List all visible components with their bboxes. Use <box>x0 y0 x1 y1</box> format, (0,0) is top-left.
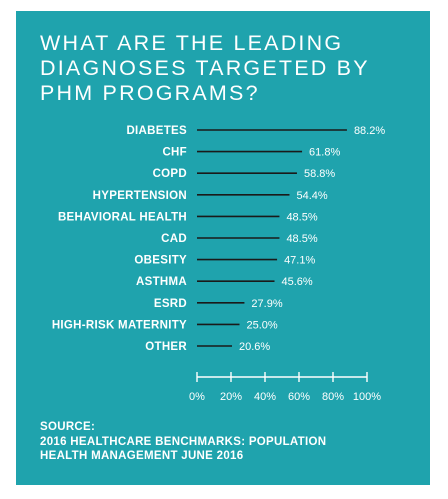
category-label: DIABETES <box>126 125 187 137</box>
category-label: COPD <box>153 168 187 180</box>
source-note: SOURCE: 2016 HEALTHCARE BENCHMARKS: POPU… <box>40 420 420 464</box>
value-label: 47.1% <box>284 255 315 267</box>
x-tick-label: 60% <box>288 391 310 403</box>
category-label: BEHAVIORAL HEALTH <box>58 211 187 223</box>
value-label: 61.8% <box>309 147 340 159</box>
category-label: CAD <box>161 233 187 245</box>
category-label: HIGH-RISK MATERNITY <box>52 319 187 331</box>
value-label: 54.4% <box>296 190 327 202</box>
category-label: OBESITY <box>134 255 187 267</box>
chart-title: WHAT ARE THE LEADING DIAGNOSES TARGETED … <box>40 31 370 105</box>
category-label: CHF <box>162 147 187 159</box>
x-tick-label: 40% <box>254 391 276 403</box>
value-label: 25.0% <box>247 319 278 331</box>
value-label: 88.2% <box>354 125 385 137</box>
source-line-1: 2016 HEALTHCARE BENCHMARKS: POPULATION <box>40 435 327 448</box>
x-tick-label: 100% <box>353 391 381 403</box>
value-label: 45.6% <box>282 276 313 288</box>
x-tick-label: 20% <box>220 391 242 403</box>
category-label: OTHER <box>145 341 187 353</box>
source-label: SOURCE: <box>40 421 96 433</box>
x-tick-label: 80% <box>322 391 344 403</box>
chart-panel <box>16 11 430 485</box>
category-label: HYPERTENSION <box>93 190 187 202</box>
category-label: ASTHMA <box>136 276 187 288</box>
value-label: 27.9% <box>251 298 282 310</box>
value-label: 20.6% <box>239 341 270 353</box>
x-tick-label: 0% <box>189 391 205 403</box>
source-line-2: HEALTH MANAGEMENT JUNE 2016 <box>40 450 244 462</box>
value-label: 48.5% <box>286 211 317 223</box>
category-label: ESRD <box>154 298 187 310</box>
value-label: 58.8% <box>304 168 335 180</box>
value-label: 48.5% <box>286 233 317 245</box>
